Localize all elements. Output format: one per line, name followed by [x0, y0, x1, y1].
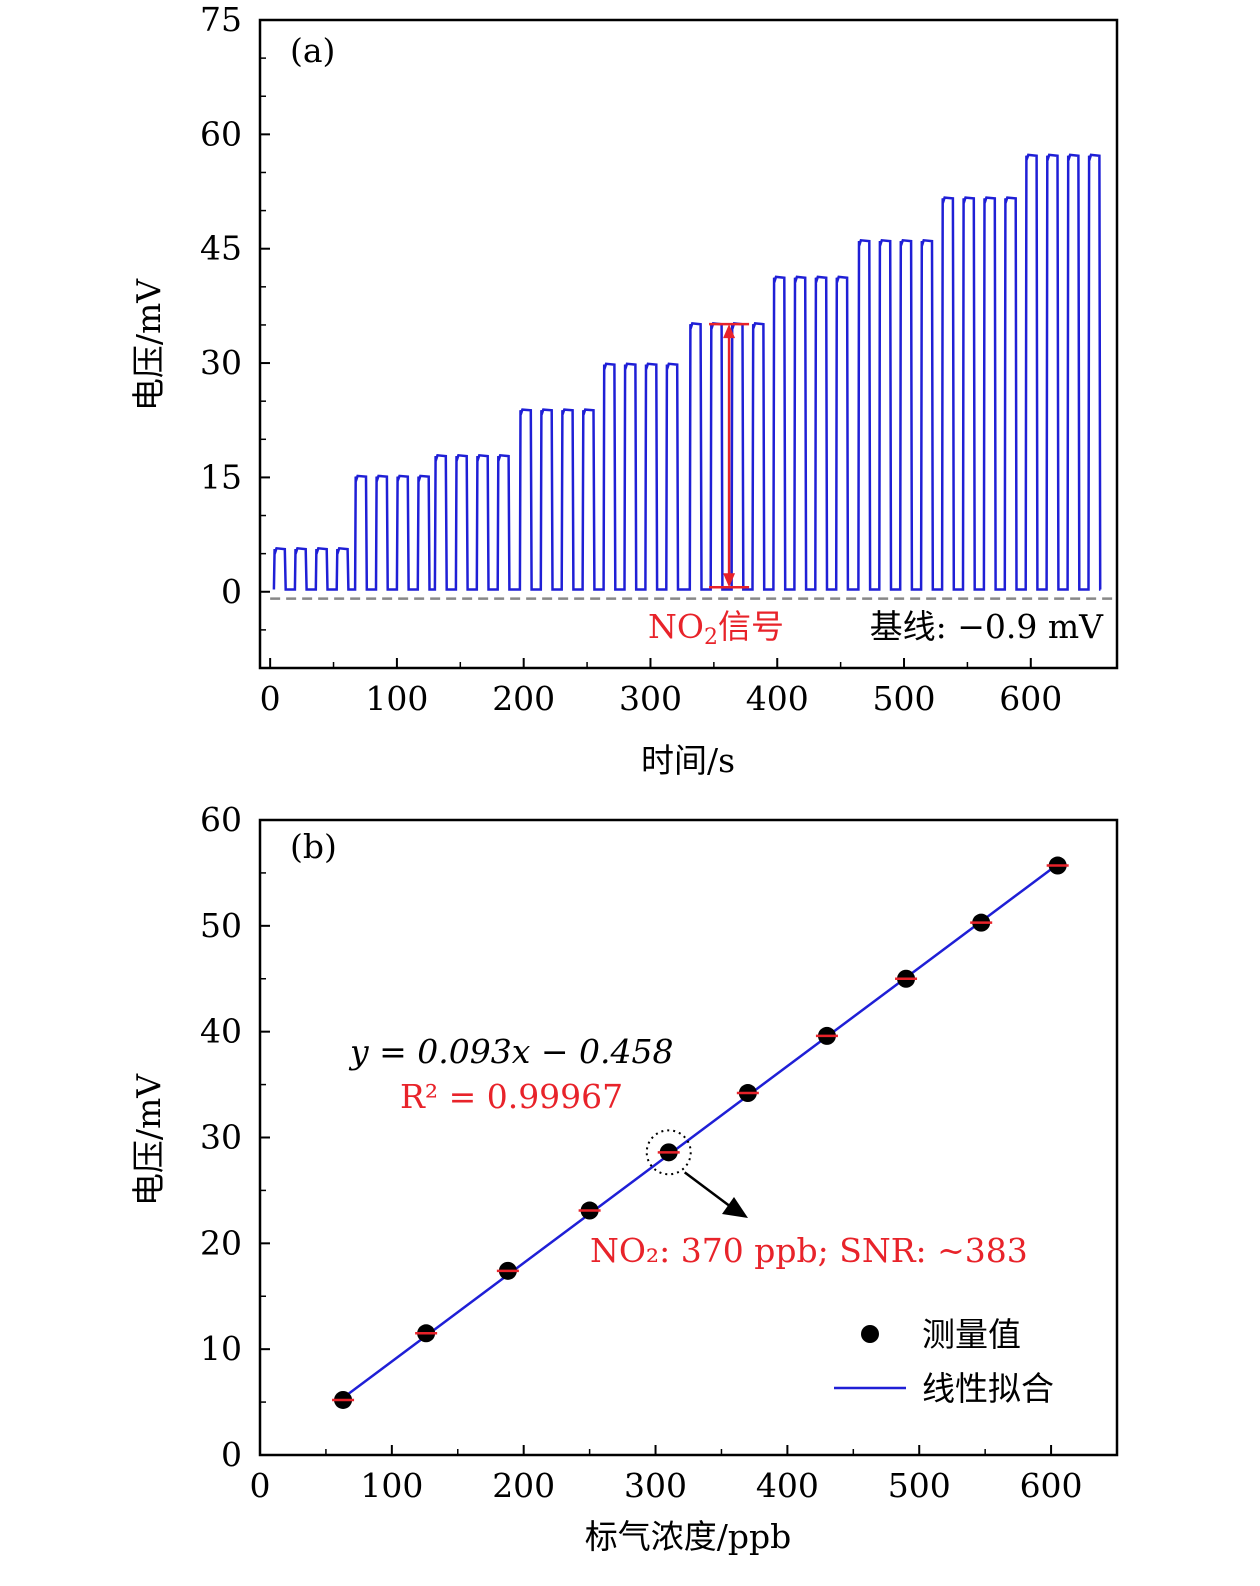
panel-a-x-tick-label: 300: [619, 679, 682, 718]
panel-a-x-tick-label: 100: [365, 679, 428, 718]
panel-b-highlight-label: NO₂: 370 ppb; SNR: ~383: [590, 1231, 1028, 1270]
panel-a-frame: [258, 18, 1119, 670]
panel-b-x-tick-label: 500: [888, 1466, 951, 1505]
panel-b: 0 100 200 300 400 500 600 0 10 20 30 40 50 60 (b) y =…: [129, 800, 1119, 1556]
highlight-arrow-shaft: [683, 1171, 736, 1212]
panel-b-ticks: [259, 819, 1053, 1456]
panel-a-label: (a): [290, 31, 335, 70]
legend-marker-measured: [861, 1325, 879, 1343]
panel-b-y-tick-label: 40: [200, 1012, 242, 1051]
panel-b-label: (b): [290, 827, 337, 866]
panel-a-signal-line: [272, 153, 1102, 591]
panel-a-x-tick-label: 400: [746, 679, 809, 718]
highlight-dotted-circle: [645, 1129, 692, 1176]
panel-a-ticks: [260, 19, 1032, 668]
panel-b-fit-line: [342, 860, 1063, 1399]
panel-b-r2: R² = 0.99967: [400, 1077, 623, 1116]
panel-b-y-axis-title: 电压/mV: [129, 1073, 168, 1206]
panel-b-y-tick-label: 20: [200, 1223, 242, 1262]
panel-a-tick-labels: 0 100 200 300 400 500 600 0 15 30 45 60 75: [200, 0, 1062, 718]
panel-b-y-tick-label: 10: [200, 1329, 242, 1368]
panel-b-y-tick-label: 50: [200, 906, 242, 945]
panel-a-x-tick-label: 600: [999, 679, 1062, 718]
panel-a-y-tick-label: 45: [200, 229, 242, 268]
panel-b-x-tick-label: 600: [1020, 1466, 1083, 1505]
panel-a-y-tick-label: 0: [221, 572, 242, 611]
panel-a-y-tick-label: 60: [200, 114, 242, 153]
panel-b-x-tick-label: 100: [360, 1466, 423, 1505]
panel-a-signal-arrow: [709, 322, 750, 589]
panel-a-signal-annotation: NO2信号: [648, 607, 784, 650]
signal-arrow-down-head: [723, 573, 736, 588]
panel-a-y-axis-title: 电压/mV: [129, 278, 168, 411]
panel-b-x-tick-label: 400: [756, 1466, 819, 1505]
panel-a-y-tick-label: 75: [200, 0, 242, 39]
panel-a-x-axis-title: 时间/s: [641, 741, 735, 780]
panel-b-x-tick-label: 0: [250, 1466, 271, 1505]
panel-a-y-tick-label: 15: [200, 457, 242, 496]
panel-a-baseline-label: 基线: −0.9 mV: [870, 607, 1105, 646]
highlight-arrow-head: [722, 1197, 748, 1218]
panel-b-y-tick-label: 60: [200, 800, 242, 839]
panel-b-tick-labels: 0 100 200 300 400 500 600 0 10 20 30 40 50 60: [200, 800, 1083, 1505]
panel-b-y-tick-label: 30: [200, 1118, 242, 1157]
panel-b-x-tick-label: 200: [492, 1466, 555, 1505]
signal-arrow-up-head: [723, 324, 736, 339]
panel-b-y-tick-label: 0: [221, 1435, 242, 1474]
panel-b-x-tick-label: 300: [624, 1466, 687, 1505]
legend-label-fit: 线性拟合: [922, 1369, 1054, 1408]
panel-b-points: [332, 856, 1069, 1409]
panel-b-legend: 测量值 线性拟合: [834, 1315, 1054, 1408]
panel-b-equation: y = 0.093x − 0.458: [348, 1032, 673, 1071]
legend-label-measured: 测量值: [922, 1315, 1021, 1354]
panel-a-y-tick-label: 30: [200, 343, 242, 382]
panel-a-x-tick-label: 0: [260, 679, 281, 718]
panel-a: 0 100 200 300 400 500 600 0 15 30 45 60 75 (a) NO2信号…: [129, 0, 1119, 780]
panel-b-x-axis-title: 标气浓度/ppb: [585, 1517, 792, 1556]
panel-a-x-tick-label: 200: [492, 679, 555, 718]
panel-b-highlight: [645, 1129, 748, 1218]
panel-a-x-tick-label: 500: [873, 679, 936, 718]
